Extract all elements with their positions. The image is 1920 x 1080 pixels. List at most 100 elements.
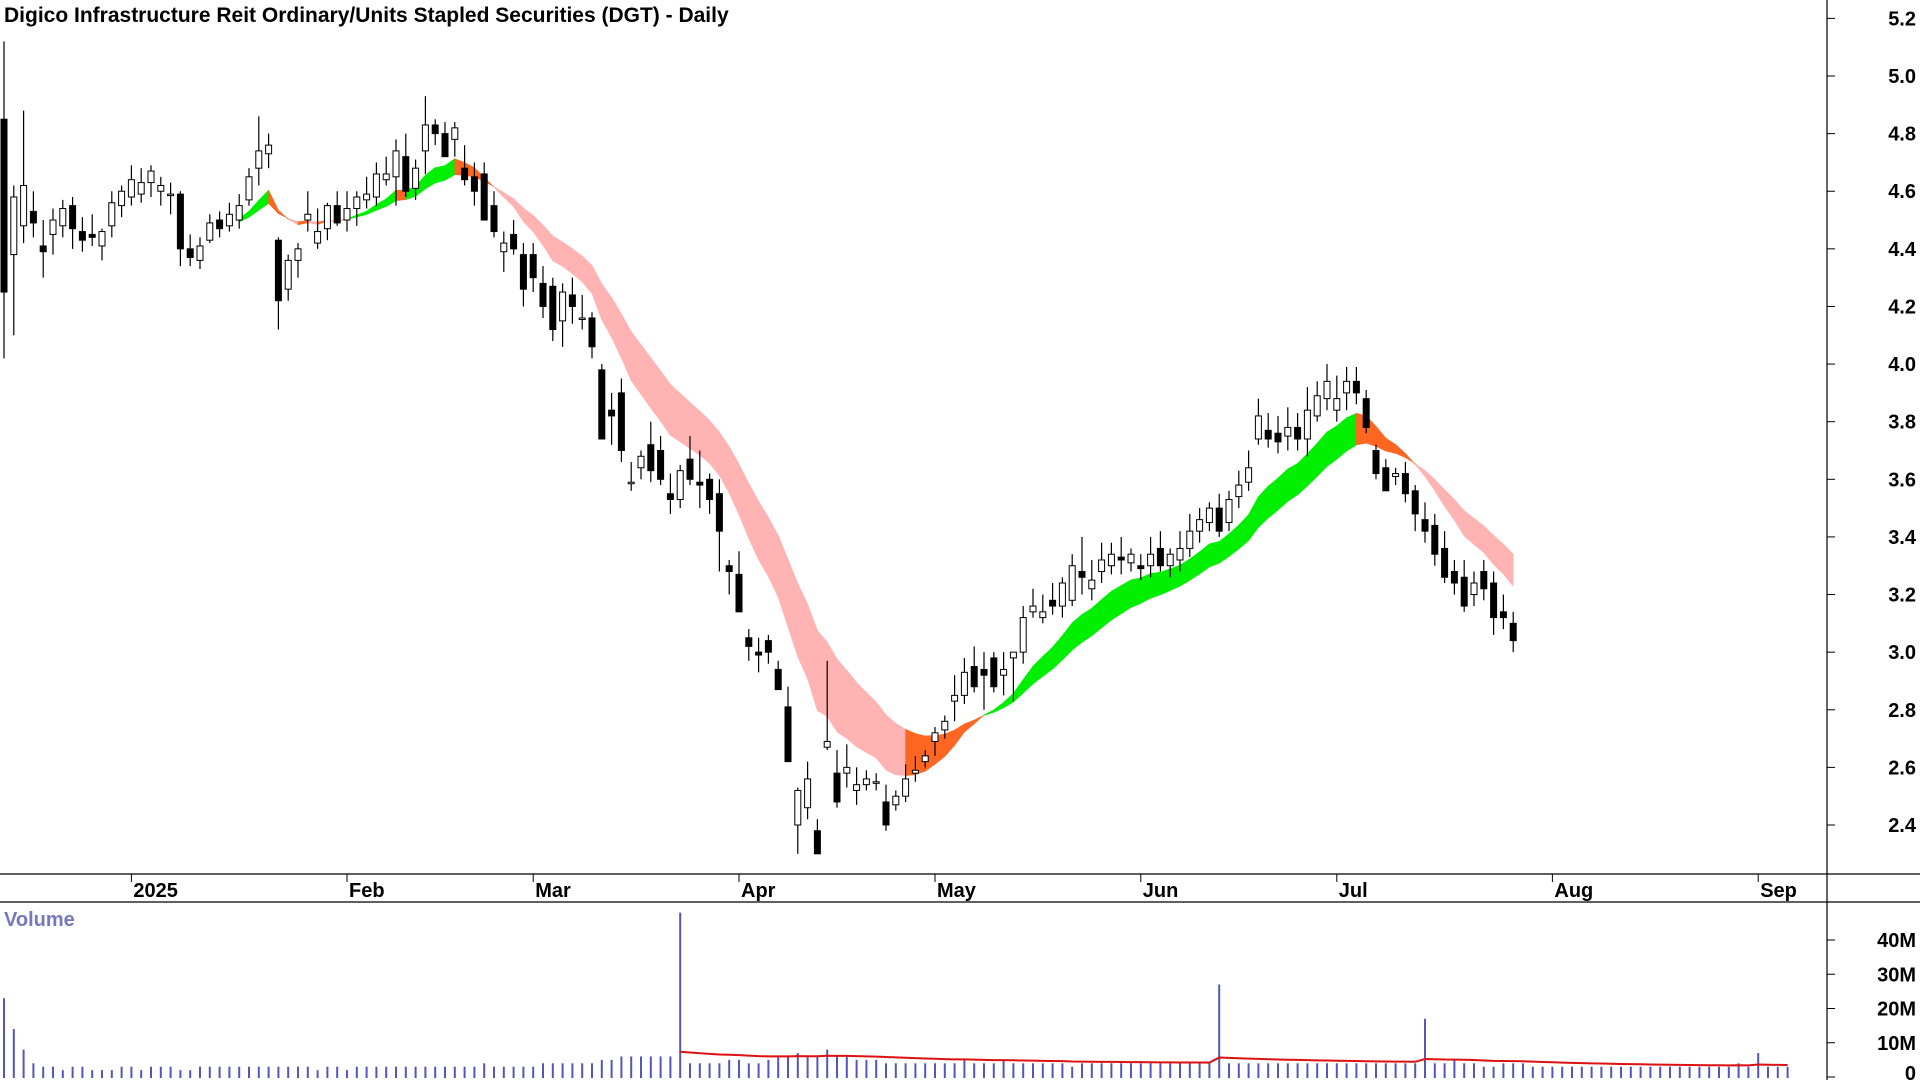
candle-body-up xyxy=(500,242,508,253)
candle-body-down xyxy=(1431,524,1439,555)
candle-body-up xyxy=(372,173,380,198)
candle-body-up xyxy=(1196,519,1204,532)
band-segment xyxy=(523,207,534,233)
candle-body-up xyxy=(255,150,263,169)
volume-tick-label: 0 xyxy=(1905,1063,1916,1080)
band-segment xyxy=(1346,412,1357,452)
candles-layer xyxy=(0,41,1517,855)
band-segment xyxy=(885,714,897,776)
band-segment xyxy=(1218,533,1230,564)
volume-average-line xyxy=(680,1050,1788,1067)
candle-body-up xyxy=(1127,553,1135,564)
candle-body-up xyxy=(559,291,567,322)
price-tick-label: 5.0 xyxy=(1888,66,1916,88)
candle-body-down xyxy=(549,285,557,331)
volume-tick-label: 20M xyxy=(1877,999,1916,1021)
candle-body-up xyxy=(10,196,18,256)
candle-body-down xyxy=(176,193,184,250)
band-segment xyxy=(366,203,377,216)
candle-body-down xyxy=(1274,432,1282,443)
band-segment xyxy=(307,220,318,225)
band-segment xyxy=(1375,425,1387,452)
candle-body-down xyxy=(1137,565,1145,570)
band-segment xyxy=(748,483,759,560)
candle-body-down xyxy=(725,565,733,572)
candle-body-up xyxy=(323,205,331,230)
band-segment xyxy=(376,198,387,211)
band-segment xyxy=(875,701,887,771)
candle-body-down xyxy=(755,651,763,656)
candle-body-down xyxy=(568,294,576,307)
band-segment xyxy=(670,383,681,443)
moving-average-band xyxy=(238,158,1514,776)
candle-body-up xyxy=(1225,498,1233,524)
candle-body-down xyxy=(333,205,341,224)
candle-body-up xyxy=(1235,484,1243,498)
band-segment xyxy=(425,167,436,190)
candle-body-up xyxy=(1147,553,1155,567)
candle-body-up xyxy=(1392,473,1400,477)
band-segment xyxy=(1101,590,1112,629)
band-segment xyxy=(1287,462,1298,502)
band-segment xyxy=(709,419,720,477)
band-segment xyxy=(1032,655,1044,685)
candle-body-down xyxy=(1480,570,1488,590)
price-tick-label: 4.4 xyxy=(1888,239,1917,261)
band-segment xyxy=(1297,453,1308,496)
band-segment xyxy=(611,296,622,359)
month-tick-label: May xyxy=(937,880,977,902)
band-segment xyxy=(572,248,583,283)
volume-tick-label: 40M xyxy=(1877,930,1916,952)
candle-body-up xyxy=(921,755,929,763)
candle-body-down xyxy=(696,481,704,486)
band-segment xyxy=(738,463,750,539)
candle-body-up xyxy=(392,150,400,178)
candle-body-down xyxy=(39,245,47,253)
volume-panel-title: Volume xyxy=(4,909,75,931)
band-segment xyxy=(1111,585,1122,621)
candle-body-up xyxy=(902,778,910,797)
volume-layer xyxy=(3,912,1789,1078)
candle-body-down xyxy=(78,231,86,241)
candle-body-down xyxy=(617,392,625,451)
band-segment xyxy=(1013,678,1024,703)
candle-body-down xyxy=(980,668,988,676)
candle-body-down xyxy=(1460,576,1468,607)
band-segment xyxy=(1179,558,1191,587)
candle-body-down xyxy=(461,167,469,181)
candle-body-up xyxy=(1470,582,1478,596)
volume-tick-label: 30M xyxy=(1877,964,1916,986)
candle-body-up xyxy=(20,184,28,227)
band-segment xyxy=(758,500,769,578)
candle-body-up xyxy=(862,778,870,786)
band-segment xyxy=(248,199,260,218)
band-segment xyxy=(689,401,701,456)
band-segment xyxy=(1062,621,1073,661)
candle-body-up xyxy=(1039,611,1047,619)
candle-body-up xyxy=(1186,530,1194,549)
candle-body-up xyxy=(1303,409,1311,440)
candle-body-down xyxy=(1264,429,1272,440)
candle-body-up xyxy=(1029,605,1037,613)
candle-body-down xyxy=(784,706,792,763)
candle-body-up xyxy=(1245,467,1253,483)
candle-body-up xyxy=(98,231,106,247)
candle-body-up xyxy=(451,127,459,140)
candle-body-down xyxy=(1509,622,1517,642)
candle-body-up xyxy=(1058,582,1066,607)
candle-body-down xyxy=(882,801,890,826)
band-segment xyxy=(1140,573,1151,604)
candle-body-down xyxy=(686,458,694,480)
band-segment xyxy=(1042,646,1053,677)
band-segment xyxy=(542,224,554,262)
candle-body-up xyxy=(167,193,175,197)
price-tick-label: 4.0 xyxy=(1888,354,1916,376)
band-segment xyxy=(768,517,779,598)
band-segment xyxy=(1189,551,1200,581)
candle-body-up xyxy=(1107,553,1115,567)
candle-body-down xyxy=(1421,519,1429,532)
band-segment xyxy=(1071,613,1083,651)
candle-body-down xyxy=(1117,556,1125,561)
candle-body-up xyxy=(421,124,429,152)
band-segment xyxy=(1238,513,1249,550)
